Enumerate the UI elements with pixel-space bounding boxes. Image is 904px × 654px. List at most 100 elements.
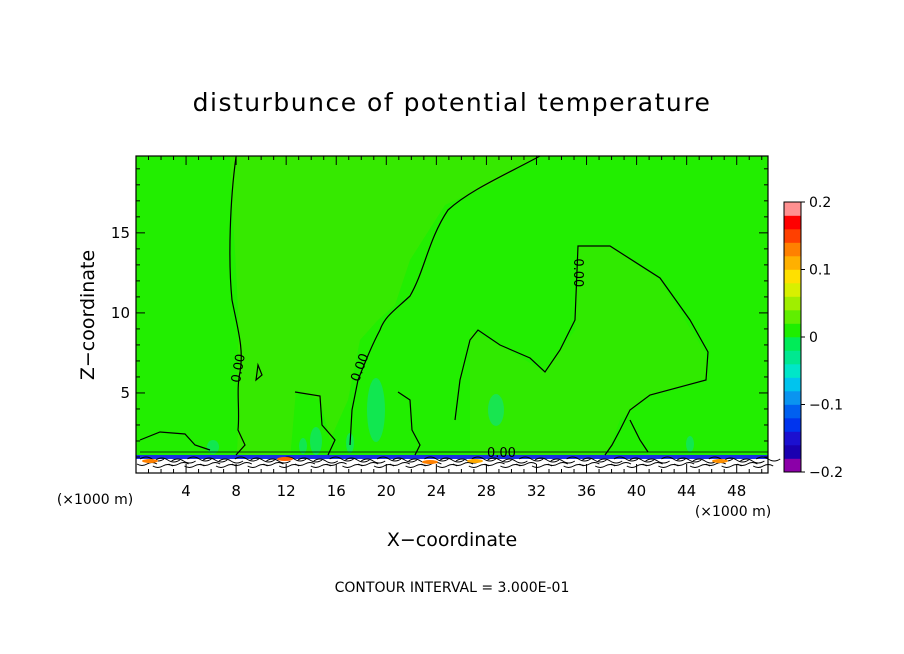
surface-contour-22 — [487, 457, 512, 463]
anomaly-blob-3 — [367, 378, 385, 442]
surface-warm-spot-4 — [467, 459, 483, 463]
x-tick-label: 44 — [677, 482, 696, 500]
x-tick-label: 16 — [327, 482, 346, 500]
anomaly-blob-1 — [299, 438, 307, 454]
surface-contour-29 — [597, 458, 623, 464]
colorbar-bin — [784, 431, 801, 446]
surface-contour-18 — [424, 456, 449, 462]
surface-contour-b-20 — [452, 462, 474, 466]
surface-contour-b-30 — [610, 462, 632, 466]
x-tick-label: 48 — [727, 482, 746, 500]
colorbar-tick-label: −0.2 — [809, 465, 843, 481]
surface-contour-b-8 — [263, 462, 284, 466]
anomaly-blob-0 — [207, 440, 219, 454]
surface-contour-14 — [360, 458, 386, 464]
surface-contour-8 — [266, 458, 291, 464]
colorbar-bin — [784, 215, 801, 230]
colorbar-bin — [784, 391, 801, 405]
surface-contour-b-16 — [389, 462, 411, 466]
x-tick-label: 40 — [627, 482, 646, 500]
surface-contour-15 — [376, 456, 402, 462]
surface-contour-26 — [550, 458, 576, 464]
y-tick-label: 5 — [120, 384, 130, 402]
x-tick-label: 12 — [277, 482, 296, 500]
x-unit-right: (×1000 m) — [695, 504, 771, 520]
contour-line-5 — [139, 431, 211, 451]
colorbar-bin — [784, 364, 801, 378]
surface-contour-3 — [187, 456, 212, 462]
surface-contour-1 — [155, 457, 181, 463]
colorbar-bin — [784, 296, 801, 311]
colorbar-bin — [784, 418, 801, 432]
surface-contour-b-24 — [515, 462, 537, 466]
surface-contour-6 — [234, 456, 260, 462]
surface-contour-0 — [139, 456, 165, 462]
surface-warm-spot-1 — [277, 457, 293, 461]
surface-contour-5 — [218, 458, 244, 464]
surface-contour-4 — [202, 457, 228, 463]
colorbar-bin — [784, 229, 801, 243]
contour-line-0 — [229, 156, 246, 456]
surface-contour-35 — [692, 458, 718, 464]
surface-warm-spot-0 — [142, 459, 158, 463]
x-tick-label: 4 — [181, 482, 191, 500]
surface-contour-28 — [582, 457, 607, 463]
surface-contour-b-22 — [484, 462, 505, 466]
surface-warm-spot-2 — [422, 460, 438, 464]
colorbar-bin — [784, 323, 801, 338]
surface-contour-b-28 — [579, 462, 600, 466]
colorbar-bin — [784, 283, 801, 297]
colorbar-bin — [784, 337, 801, 351]
x-tick-label: 8 — [231, 482, 241, 500]
colorbar-tick-label: 0.2 — [809, 195, 831, 211]
colorbar-tick-label: 0.1 — [809, 263, 831, 279]
anomaly-blob-2 — [310, 427, 322, 455]
surface-contour-11 — [313, 458, 339, 464]
surface-contour-2 — [171, 458, 196, 464]
field-background — [136, 156, 768, 473]
contour-line-6 — [629, 419, 649, 453]
colorbar-bin — [784, 310, 801, 324]
x-tick-label: 36 — [577, 482, 596, 500]
x-axis-label: X−coordinate — [387, 529, 517, 551]
surface-contour-32 — [645, 458, 670, 464]
colorbar-bin — [784, 458, 801, 473]
surface-contour-34 — [676, 457, 702, 463]
surface-contour-b-26 — [547, 462, 569, 466]
colorbar-bin — [784, 404, 801, 419]
colorbar-bin — [784, 350, 801, 365]
plot-frame — [135, 155, 769, 474]
x-unit-left: (×1000 m) — [57, 492, 133, 508]
surface-contour-24 — [518, 456, 544, 462]
surface-contour-b-6 — [231, 462, 253, 466]
surface-contour-10 — [297, 457, 323, 463]
surface-contour-33 — [661, 456, 686, 462]
contour-interval-note: CONTOUR INTERVAL = 3.000E-01 — [335, 580, 570, 596]
surface-contour-b-34 — [673, 462, 695, 466]
colorbar-bin — [784, 202, 801, 216]
surface-contour-31 — [629, 457, 655, 463]
contour-line-1 — [349, 155, 541, 446]
surface-contour-13 — [345, 457, 370, 463]
surface-contour-b-38 — [737, 462, 758, 466]
x-tick-label: 32 — [527, 482, 546, 500]
x-tick-label: 28 — [477, 482, 496, 500]
surface-contour-19 — [439, 457, 465, 463]
contour-label: 0.00 — [570, 258, 585, 287]
plot-area: 0.00 0.000.000.004 8 12 16 20 24 28 32 36 40 44 4851… — [111, 155, 781, 500]
surface-contour-12 — [329, 456, 354, 462]
surface-contour-b-14 — [357, 462, 379, 466]
surface-contour-23 — [503, 458, 528, 464]
x-tick-label: 20 — [377, 482, 396, 500]
surface-contour-b-2 — [168, 462, 189, 466]
colorbar: 0.2 0.1 0 −0.1 −0.2 — [783, 195, 843, 481]
surface-contour-25 — [534, 457, 560, 463]
colorbar-tick-label: −0.1 — [809, 398, 843, 414]
contour-label: 0.00 — [229, 353, 249, 384]
colorbar-bin — [784, 256, 801, 270]
surface-contour-16 — [392, 457, 418, 463]
colorbar-bin — [784, 445, 801, 459]
y-tick-label: 15 — [111, 224, 130, 242]
colorbar-bin — [784, 269, 801, 284]
